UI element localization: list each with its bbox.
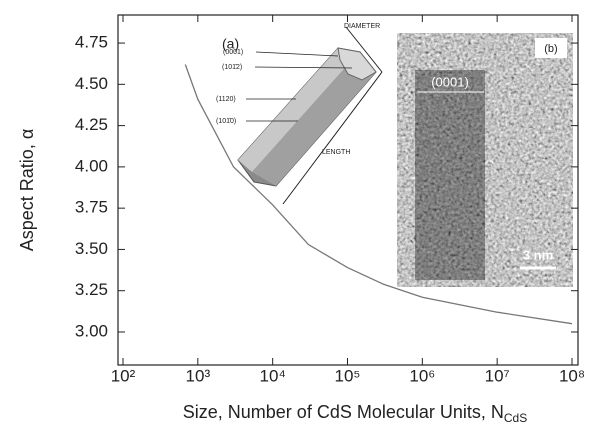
- tem-image: [397, 33, 573, 287]
- x-tick-label: 10³: [186, 366, 211, 385]
- facet-label: (101̄0): [216, 118, 236, 125]
- curve: [184, 64, 573, 325]
- inset-a: (a) DIAMETER LENGTH (0001) (101̄2) (1120…: [216, 23, 383, 205]
- y-tick-label: 4.25: [75, 115, 108, 134]
- x-axis-label-sub: CdS: [504, 411, 527, 425]
- y-tick-label: 3.25: [75, 280, 108, 299]
- prism-face: [238, 48, 352, 172]
- scale-label: 3 nm: [523, 247, 553, 262]
- y-axis-label: Aspect Ratio, α: [17, 129, 37, 251]
- y-tick-label: 4.75: [75, 33, 108, 52]
- x-tick-label: 10⁸: [559, 366, 585, 385]
- panel-label: (a): [222, 36, 239, 52]
- facet-label: (0001): [431, 74, 469, 89]
- length-arrow: [282, 71, 383, 205]
- x-tick-label: 10²: [111, 366, 136, 385]
- prism-face: [252, 60, 376, 186]
- x-axis-label: Size, Number of CdS Molecular Units, NCd…: [183, 402, 527, 425]
- facet-label: (1120): [216, 96, 236, 103]
- diameter-arrow: [345, 26, 383, 73]
- y-tick-label: 3.00: [75, 321, 108, 340]
- y-tick-label: 4.50: [75, 74, 108, 93]
- length-label: LENGTH: [322, 149, 350, 156]
- y-tick-label: 3.75: [75, 198, 108, 217]
- panel-box: [535, 38, 567, 58]
- x-tick-label: 10⁴: [260, 366, 286, 385]
- x-axis-label-main: Size, Number of CdS Molecular Units, N: [183, 402, 504, 422]
- inset-b: (b) (0001) 3 nm: [397, 33, 573, 287]
- x-tick-label: 10⁶: [409, 366, 435, 385]
- x-tick-label: 10⁵: [335, 366, 361, 385]
- y-tick-label: 4.00: [75, 156, 108, 175]
- facet-label: (101̄2): [222, 64, 242, 71]
- diameter-label: DIAMETER: [344, 23, 380, 30]
- y-tick-label: 3.50: [75, 239, 108, 258]
- nanorod-shadow: [415, 70, 485, 280]
- facet-pointer: [255, 51, 339, 57]
- x-tick-label: 10⁷: [485, 366, 510, 385]
- facet-label: (0001): [223, 49, 243, 56]
- panel-label: (b): [544, 43, 557, 55]
- prism-top: [337, 47, 377, 81]
- facet-pointer: [254, 66, 353, 69]
